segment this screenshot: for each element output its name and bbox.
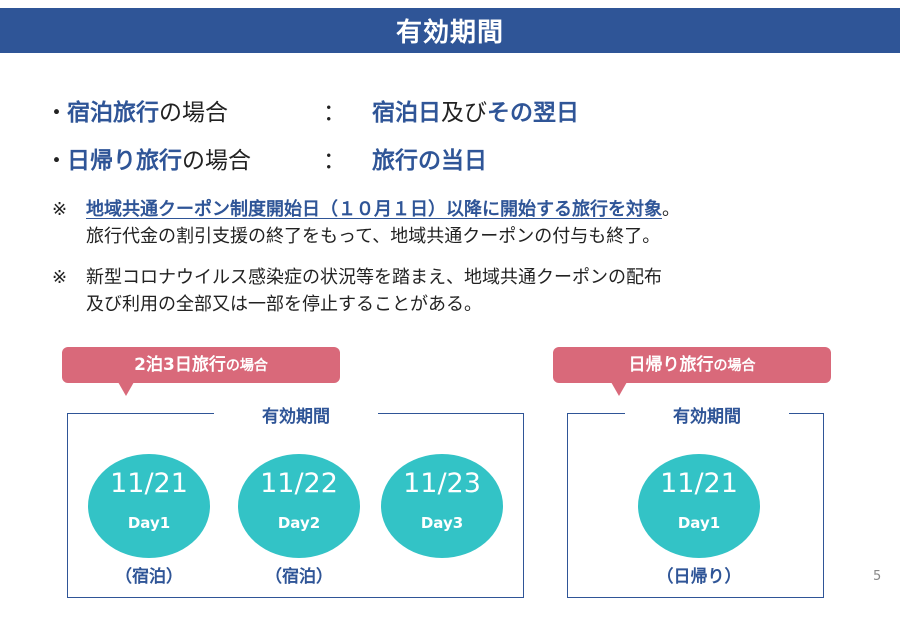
day-caption: （日帰り） (656, 567, 742, 587)
value-part: 及び (441, 100, 487, 126)
callout-main: 2泊3日旅行 (134, 355, 226, 375)
callout-tail (118, 382, 134, 396)
bullet-label-highlight: 宿泊旅行 (67, 100, 159, 126)
bullet-marker: ・ (45, 148, 68, 174)
bullet-value: 旅行の当日 (372, 146, 487, 176)
page-title: 有効期間 (395, 18, 504, 48)
note-line-2: 旅行代金の割引支援の終了をもって、地域共通クーポンの付与も終了。 (86, 226, 661, 247)
note-rest: 。 (662, 199, 680, 220)
bullet-label-rest: の場合 (159, 100, 228, 126)
callout-suffix: の場合 (713, 358, 756, 374)
callout-main: 日帰り旅行 (628, 355, 714, 375)
note-line-1: 新型コロナウイルス感染症の状況等を踏まえ、地域共通クーポンの配布 (86, 267, 662, 288)
note-mark: ※ (52, 267, 68, 288)
bullet-label-rest: の場合 (182, 148, 251, 174)
callout-suffix: の場合 (225, 358, 268, 374)
note-highlight: 地域共通クーポン制度開始日（１０月１日）以降に開始する旅行を対象 (86, 199, 662, 220)
page-number: 5 (873, 569, 882, 584)
callout-daytrip: 日帰り旅行の場合 (553, 347, 831, 396)
day-label: Day1 (127, 514, 171, 532)
day-circle: 11/21 Day1 (638, 454, 760, 558)
value-part: 旅行の当日 (372, 148, 487, 174)
box-label: 有効期間 (625, 402, 789, 427)
note-line-1: 地域共通クーポン制度開始日（１０月１日）以降に開始する旅行を対象。 (86, 196, 680, 223)
day-caption: （宿泊） (115, 567, 183, 587)
callout-overnight: 2泊3日旅行の場合 (62, 347, 340, 396)
day-date: 11/21 (660, 468, 738, 499)
day-label: Day1 (677, 514, 721, 532)
note-line-2: 及び利用の全部又は一部を停止することがある。 (86, 294, 482, 315)
note-coupon-start: ※ 地域共通クーポン制度開始日（１０月１日）以降に開始する旅行を対象。 旅行代金… (52, 196, 852, 252)
note-coupon-suspension: ※ 新型コロナウイルス感染症の状況等を踏まえ、地域共通クーポンの配布 及び利用の… (52, 264, 852, 320)
callout-tail (611, 382, 627, 396)
box-label: 有効期間 (214, 402, 378, 427)
bullet-overnight: ・宿泊旅行の場合 ： 宿泊日及びその翌日 (45, 98, 579, 128)
day-label: Day2 (277, 514, 321, 532)
day-circle: 11/21 Day1 (88, 454, 210, 558)
bullet-colon: ： (323, 100, 346, 126)
bullet-daytrip: ・日帰り旅行の場合 ： 旅行の当日 (45, 146, 487, 176)
value-part: 宿泊日 (372, 100, 441, 126)
day-circle: 11/23 Day3 (381, 454, 503, 558)
bullet-label-highlight: 日帰り旅行 (67, 148, 182, 174)
day-caption: （宿泊） (265, 567, 333, 587)
day-date: 11/21 (110, 468, 188, 499)
bullet-colon: ： (323, 148, 346, 174)
day-date: 11/23 (403, 468, 481, 499)
bullet-value: 宿泊日及びその翌日 (372, 98, 579, 128)
day-date: 11/22 (260, 468, 338, 499)
note-mark: ※ (52, 199, 68, 220)
day-circle: 11/22 Day2 (238, 454, 360, 558)
day-label: Day3 (420, 514, 464, 532)
value-part: その翌日 (487, 100, 579, 126)
title-bar: 有効期間 (0, 8, 900, 53)
bullet-marker: ・ (45, 100, 68, 126)
